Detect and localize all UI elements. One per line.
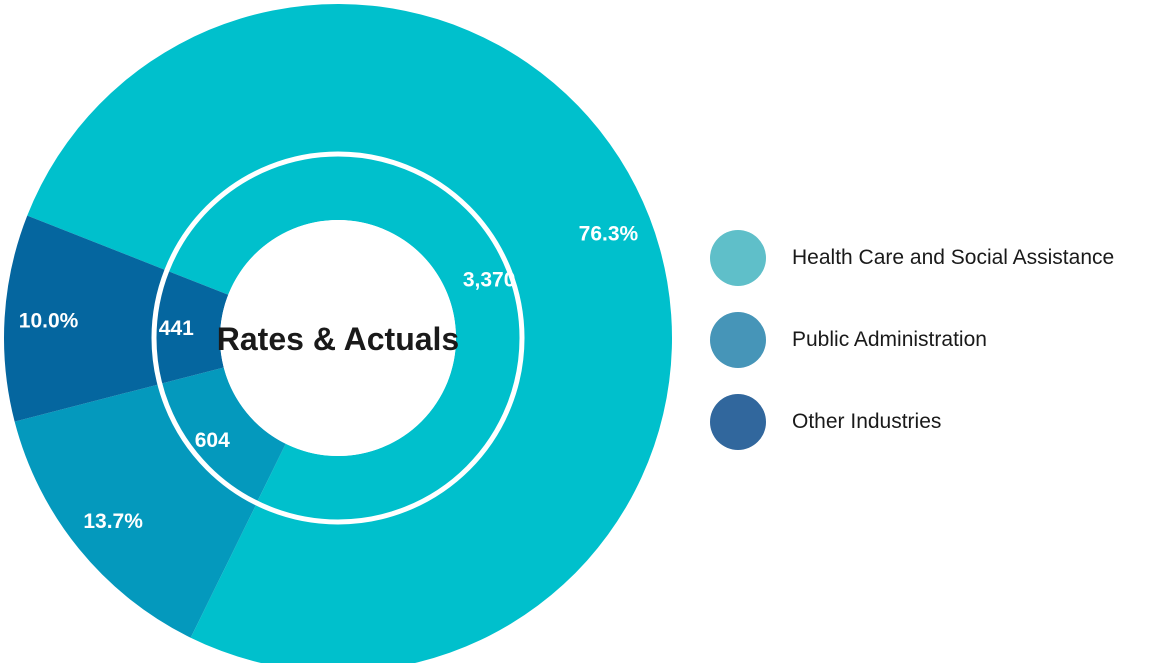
inner-ring-slice-health-care[interactable] xyxy=(166,154,522,523)
legend-swatch-other-industries xyxy=(710,394,766,450)
legend-item-public-administration[interactable]: Public Administration xyxy=(710,312,1170,368)
legend-swatch-health-care xyxy=(710,230,766,286)
outer-ring-label-public-administration: 13.7% xyxy=(83,510,143,533)
inner-ring-label-public-administration: 604 xyxy=(195,429,230,452)
legend-item-health-care[interactable]: Health Care and Social Assistance xyxy=(710,230,1170,286)
data-labels: 76.3% 13.7% 10.0% 3,370 604 441 xyxy=(19,222,639,533)
legend: Health Care and Social Assistance Public… xyxy=(710,230,1170,476)
outer-ring xyxy=(3,4,672,663)
outer-ring-slice-other-industries[interactable] xyxy=(3,215,167,422)
inner-ring-label-other-industries: 441 xyxy=(159,317,194,340)
inner-ring-label-health-care: 3,370 xyxy=(463,269,516,292)
inner-ring xyxy=(154,154,522,523)
outer-ring-slice-health-care[interactable] xyxy=(27,4,672,663)
legend-swatch-public-administration xyxy=(710,312,766,368)
outer-ring-label-other-industries: 10.0% xyxy=(19,309,79,332)
outer-ring-slice-public-administration[interactable] xyxy=(14,384,257,638)
legend-label-public-administration: Public Administration xyxy=(792,328,987,351)
inner-ring-slice-other-industries[interactable] xyxy=(154,270,229,384)
inner-ring-slice-public-administration[interactable] xyxy=(159,367,286,503)
legend-label-health-care: Health Care and Social Assistance xyxy=(792,246,1115,269)
outer-ring-label-health-care: 76.3% xyxy=(579,222,639,245)
center-hole xyxy=(220,220,456,456)
chart-title: Rates & Actuals xyxy=(217,321,459,357)
legend-label-other-industries: Other Industries xyxy=(792,410,942,433)
legend-item-other-industries[interactable]: Other Industries xyxy=(710,394,1170,450)
ring-separator xyxy=(151,151,525,525)
